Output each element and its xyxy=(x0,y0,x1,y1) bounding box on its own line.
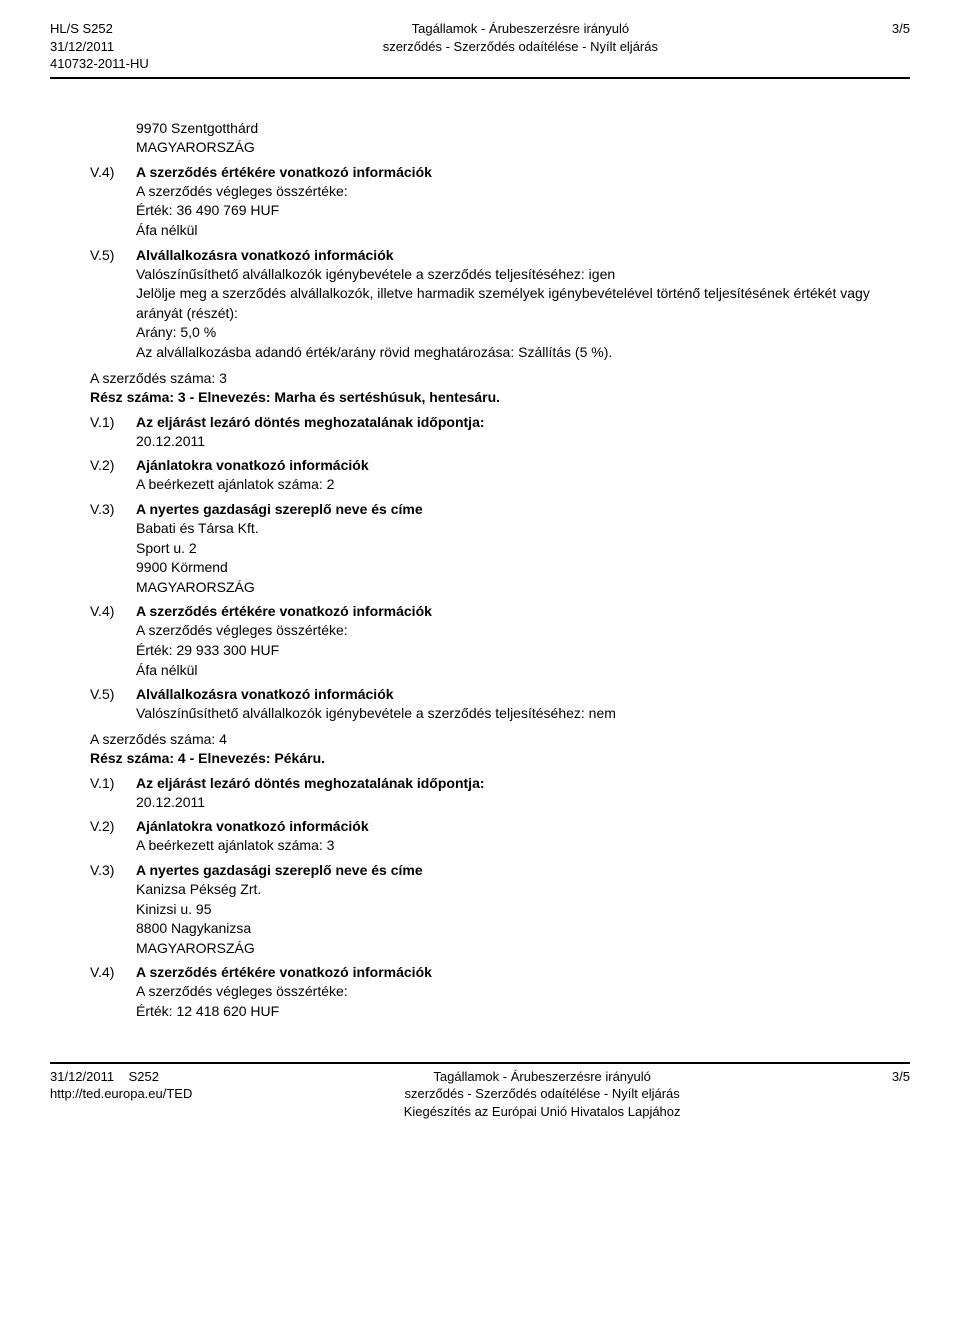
section-v4a: V.4) A szerződés értékére vonatkozó info… xyxy=(90,164,910,180)
title-c3-v3: A nyertes gazdasági szereplő neve és cím… xyxy=(136,501,910,517)
header-title2: szerződés - Szerződés odaítélése - Nyílt… xyxy=(149,38,892,56)
c4-v1-date: 20.12.2011 xyxy=(136,793,910,813)
pre-country: MAGYARORSZÁG xyxy=(136,138,910,158)
title-c3-v4: A szerződés értékére vonatkozó informáci… xyxy=(136,603,910,619)
c3-v4-line1: A szerződés végleges összértéke: xyxy=(136,621,910,641)
label-c4-v3: V.3) xyxy=(90,862,136,878)
label-c3-v4: V.4) xyxy=(90,603,136,619)
pre-address: 9970 Szentgotthárd MAGYARORSZÁG xyxy=(136,119,910,158)
page-header: HL/S S252 31/12/2011 410732-2011-HU Tagá… xyxy=(50,20,910,79)
contract4-part: Rész száma: 4 - Elnevezés: Pékáru. xyxy=(90,749,910,769)
header-left: HL/S S252 31/12/2011 410732-2011-HU xyxy=(50,20,149,73)
header-page-num: 3/5 xyxy=(892,20,910,73)
body-v4a: A szerződés végleges összértéke: Érték: … xyxy=(136,182,910,241)
c3-v3-line2: Sport u. 2 xyxy=(136,539,910,559)
v4a-line1: A szerződés végleges összértéke: xyxy=(136,182,910,202)
label-c4-v2: V.2) xyxy=(90,818,136,834)
label-c3-v3: V.3) xyxy=(90,501,136,517)
v5a-line3: Arány: 5,0 % xyxy=(136,323,910,343)
section-c4-v3: V.3) A nyertes gazdasági szereplő neve é… xyxy=(90,862,910,878)
body-c3-v3: Babati és Társa Kft. Sport u. 2 9900 Kör… xyxy=(136,519,910,597)
contract3-num: A szerződés száma: 3 xyxy=(90,369,910,389)
footer-title3: Kiegészítés az Európai Unió Hivatalos La… xyxy=(192,1103,892,1121)
label-v5a: V.5) xyxy=(90,247,136,263)
section-c3-v4: V.4) A szerződés értékére vonatkozó info… xyxy=(90,603,910,619)
label-c3-v2: V.2) xyxy=(90,457,136,473)
section-c4-v4: V.4) A szerződés értékére vonatkozó info… xyxy=(90,964,910,980)
v5a-line2: Jelölje meg a szerződés alvállalkozók, i… xyxy=(136,284,910,323)
label-c3-v5: V.5) xyxy=(90,686,136,702)
title-c4-v1: Az eljárást lezáró döntés meghozatalának… xyxy=(136,775,910,791)
c4-v4-line1: A szerződés végleges összértéke: xyxy=(136,982,910,1002)
section-c4-v1: V.1) Az eljárást lezáró döntés meghozata… xyxy=(90,775,910,791)
v4a-line3: Áfa nélkül xyxy=(136,221,910,241)
c3-v2-line1: A beérkezett ajánlatok száma: 2 xyxy=(136,475,910,495)
header-ref1: HL/S S252 xyxy=(50,20,149,38)
section-c3-v1: V.1) Az eljárást lezáró döntés meghozata… xyxy=(90,414,910,430)
body-c4-v3: Kanizsa Pékség Zrt. Kinizsi u. 95 8800 N… xyxy=(136,880,910,958)
v5a-line1: Valószínűsíthető alvállalkozók igénybevé… xyxy=(136,265,910,285)
footer-page-num: 3/5 xyxy=(892,1068,910,1121)
body-c3-v5: Valószínűsíthető alvállalkozók igénybevé… xyxy=(136,704,910,724)
title-c4-v2: Ajánlatokra vonatkozó információk xyxy=(136,818,910,834)
c3-v3-line3: 9900 Körmend xyxy=(136,558,910,578)
c3-v4-line2: Érték: 29 933 300 HUF xyxy=(136,641,910,661)
footer-left: 31/12/2011 S252 http://ted.europa.eu/TED xyxy=(50,1068,192,1121)
title-c3-v5: Alvállalkozásra vonatkozó információk xyxy=(136,686,910,702)
title-c3-v2: Ajánlatokra vonatkozó információk xyxy=(136,457,910,473)
header-title1: Tagállamok - Árubeszerzésre irányuló xyxy=(149,20,892,38)
title-v5a: Alvállalkozásra vonatkozó információk xyxy=(136,247,910,263)
footer-url: http://ted.europa.eu/TED xyxy=(50,1085,192,1103)
c4-v2-line1: A beérkezett ajánlatok száma: 3 xyxy=(136,836,910,856)
c3-v3-line1: Babati és Társa Kft. xyxy=(136,519,910,539)
label-c4-v4: V.4) xyxy=(90,964,136,980)
header-ref2: 410732-2011-HU xyxy=(50,55,149,73)
contract4-header: A szerződés száma: 4 Rész száma: 4 - Eln… xyxy=(90,730,910,769)
c4-v3-line4: MAGYARORSZÁG xyxy=(136,939,910,959)
body-c4-v1: 20.12.2011 xyxy=(136,793,910,813)
title-v4a: A szerződés értékére vonatkozó informáci… xyxy=(136,164,910,180)
pre-city: 9970 Szentgotthárd xyxy=(136,119,910,139)
c3-v4-line3: Áfa nélkül xyxy=(136,661,910,681)
footer-s: S252 xyxy=(129,1069,159,1084)
label-v4a: V.4) xyxy=(90,164,136,180)
section-c3-v5: V.5) Alvállalkozásra vonatkozó informáci… xyxy=(90,686,910,702)
v4a-line2: Érték: 36 490 769 HUF xyxy=(136,201,910,221)
body-c3-v2: A beérkezett ajánlatok száma: 2 xyxy=(136,475,910,495)
header-center: Tagállamok - Árubeszerzésre irányuló sze… xyxy=(149,20,892,73)
body-v5a: Valószínűsíthető alvállalkozók igénybevé… xyxy=(136,265,910,363)
title-c4-v4: A szerződés értékére vonatkozó informáci… xyxy=(136,964,910,980)
title-c3-v1: Az eljárást lezáró döntés meghozatalának… xyxy=(136,414,910,430)
footer-title2: szerződés - Szerződés odaítélése - Nyílt… xyxy=(192,1085,892,1103)
c3-v5-line1: Valószínűsíthető alvállalkozók igénybevé… xyxy=(136,704,910,724)
section-c3-v3: V.3) A nyertes gazdasági szereplő neve é… xyxy=(90,501,910,517)
footer-title1: Tagállamok - Árubeszerzésre irányuló xyxy=(192,1068,892,1086)
label-c3-v1: V.1) xyxy=(90,414,136,430)
body-c3-v4: A szerződés végleges összértéke: Érték: … xyxy=(136,621,910,680)
page-footer: 31/12/2011 S252 http://ted.europa.eu/TED… xyxy=(50,1062,910,1121)
c3-v3-line4: MAGYARORSZÁG xyxy=(136,578,910,598)
section-c4-v2: V.2) Ajánlatokra vonatkozó információk xyxy=(90,818,910,834)
c3-v1-date: 20.12.2011 xyxy=(136,432,910,452)
label-c4-v1: V.1) xyxy=(90,775,136,791)
footer-date: 31/12/2011 xyxy=(50,1069,114,1084)
body-c4-v4: A szerződés végleges összértéke: Érték: … xyxy=(136,982,910,1021)
section-c3-v2: V.2) Ajánlatokra vonatkozó információk xyxy=(90,457,910,473)
header-date: 31/12/2011 xyxy=(50,38,149,56)
section-v5a: V.5) Alvállalkozásra vonatkozó informáci… xyxy=(90,247,910,263)
body-c3-v1: 20.12.2011 xyxy=(136,432,910,452)
contract3-header: A szerződés száma: 3 Rész száma: 3 - Eln… xyxy=(90,369,910,408)
c4-v3-line2: Kinizsi u. 95 xyxy=(136,900,910,920)
body-c4-v2: A beérkezett ajánlatok száma: 3 xyxy=(136,836,910,856)
c4-v3-line3: 8800 Nagykanizsa xyxy=(136,919,910,939)
contract4-num: A szerződés száma: 4 xyxy=(90,730,910,750)
v5a-line4: Az alvállalkozásba adandó érték/arány rö… xyxy=(136,343,910,363)
title-c4-v3: A nyertes gazdasági szereplő neve és cím… xyxy=(136,862,910,878)
c4-v3-line1: Kanizsa Pékség Zrt. xyxy=(136,880,910,900)
footer-center: Tagállamok - Árubeszerzésre irányuló sze… xyxy=(192,1068,892,1121)
c4-v4-line2: Érték: 12 418 620 HUF xyxy=(136,1002,910,1022)
document-body: 9970 Szentgotthárd MAGYARORSZÁG V.4) A s… xyxy=(50,119,910,1022)
contract3-part: Rész száma: 3 - Elnevezés: Marha és sert… xyxy=(90,388,910,408)
